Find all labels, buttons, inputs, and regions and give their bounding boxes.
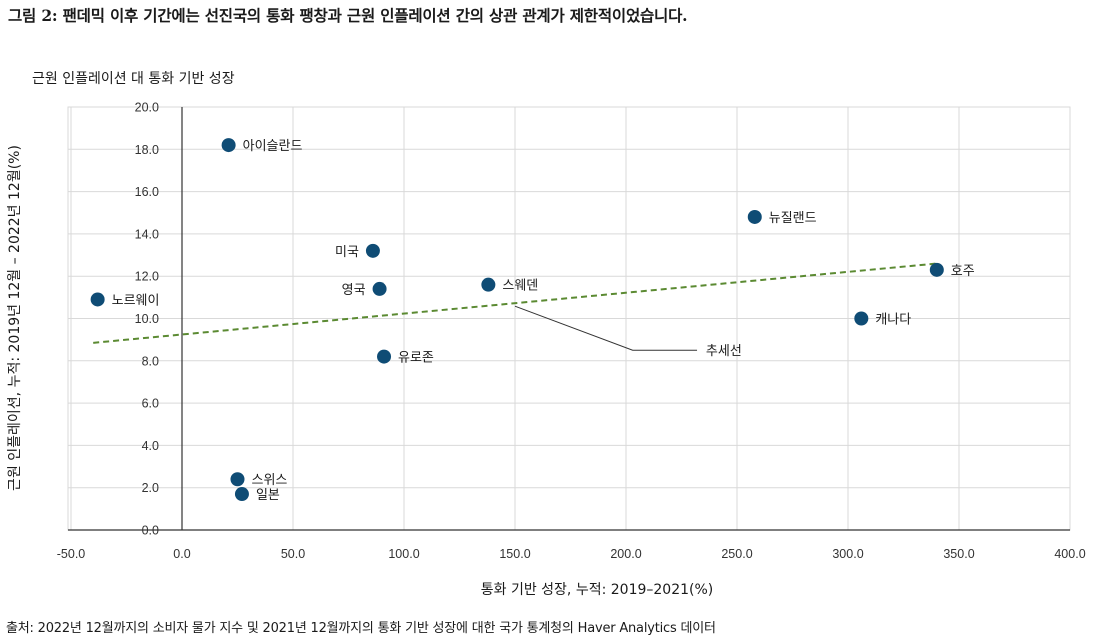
data-point [854,311,869,326]
point-label: 영국 [342,283,366,298]
x-tick-label: 400.0 [1054,547,1085,561]
data-point [929,262,944,277]
y-tick-label: 18.0 [135,143,159,157]
point-label: 노르웨이 [112,293,160,308]
point-label: 호주 [951,264,975,279]
point-label: 스위스 [252,473,288,488]
x-tick-label: 300.0 [832,547,863,561]
point-label: 캐나다 [875,313,911,328]
data-point [230,472,245,487]
x-tick-label: 250.0 [721,547,752,561]
x-tick-label: 350.0 [943,547,974,561]
data-point [481,277,496,292]
data-point [365,243,380,258]
y-tick-label: 16.0 [135,185,159,199]
data-point [372,281,387,296]
source-note: 출처: 2022년 12월까지의 소비자 물가 지수 및 2021년 12월까지… [6,621,716,636]
y-tick-label: 4.0 [142,439,159,453]
point-label: 일본 [256,488,280,503]
trendline-label: 추세선 [706,344,742,359]
data-point [377,349,392,364]
axes: -50.0 0.0 50.0 100.0 150.0 200.0 250.0 300.0 350… [57,101,1086,562]
x-tick-label: 100.0 [388,547,419,561]
x-tick-label: 0.0 [173,547,190,561]
x-tick-label: 200.0 [610,547,641,561]
x-axis-label: 통화 기반 성장, 누적: 2019–2021(%) [481,582,714,598]
x-tick-label: -50.0 [57,547,86,561]
gridlines [67,106,1071,531]
y-tick-label: 10.0 [135,312,159,326]
x-tick-label: 150.0 [499,547,530,561]
trendline [93,262,937,344]
y-tick-label: 8.0 [142,354,159,368]
y-tick-label: 6.0 [142,397,159,411]
data-point [747,209,762,224]
x-tick-label: 50.0 [281,547,305,561]
y-tick-label: 2.0 [142,481,159,495]
y-tick-label: 12.0 [135,270,159,284]
point-label: 유로존 [398,351,434,366]
figure-title: 그림 2: 팬데믹 이후 기간에는 선진국의 통화 팽창과 근원 인플레이션 간… [8,6,688,25]
point-label: 뉴질랜드 [769,211,817,226]
point-label: 미국 [335,245,359,260]
point-label: 스웨덴 [502,279,538,294]
trendline-group: 추세선 [93,262,937,359]
data-point [90,292,105,307]
chart-title: 근원 인플레이션 대 통화 기반 성장 [32,71,235,87]
point-label: 아이슬란드 [243,139,303,154]
data-point [221,138,236,153]
y-tick-label: 20.0 [135,101,159,115]
y-axis-label: 근원 인플레이션, 누적: 2019년 12월 – 2022년 12월(%) [7,145,23,491]
trendline-leader [514,305,698,351]
data-point [234,487,249,502]
y-tick-label: 14.0 [135,227,159,241]
data-points [90,138,944,502]
